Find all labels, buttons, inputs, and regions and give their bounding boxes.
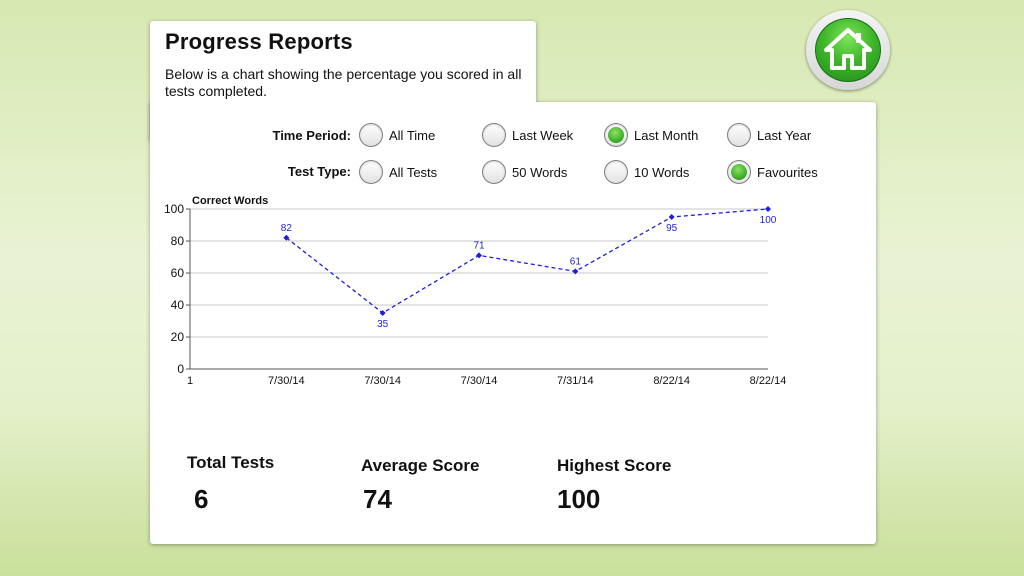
- y-tick-label: 100: [164, 202, 184, 216]
- radio-type-10-words[interactable]: [604, 160, 628, 184]
- x-tick-label: 7/30/14: [268, 375, 305, 387]
- data-label: 95: [666, 223, 678, 234]
- data-label: 100: [760, 215, 777, 226]
- data-point: [476, 252, 482, 259]
- chart-data-labels: 82 35 71 61 95 100: [281, 215, 777, 330]
- type-option-favourites[interactable]: Favourites: [757, 165, 818, 180]
- progress-chart-svg: Correct Words 0 20 40 60 80 100 1 7/30/14 7/30/…: [164, 195, 786, 387]
- radio-time-last-year[interactable]: [727, 123, 751, 147]
- y-tick-label: 60: [171, 266, 185, 280]
- x-tick-label: 8/22/14: [750, 375, 787, 387]
- page-description: Below is a chart showing the percentage …: [165, 66, 522, 99]
- data-point: [572, 268, 579, 275]
- data-point: [668, 214, 675, 220]
- average-score-value: 74: [363, 484, 392, 514]
- type-option-50-words[interactable]: 50 Words: [512, 165, 568, 180]
- y-tick-label: 40: [171, 298, 185, 312]
- y-tick-label: 20: [171, 330, 185, 344]
- data-point: [379, 310, 386, 316]
- progress-chart: Correct Words 0 20 40 60 80 100 1 7/30/14 7/30/…: [160, 190, 800, 390]
- x-tick-label: 7/30/14: [461, 375, 498, 387]
- test-type-label: Test Type:: [287, 164, 351, 179]
- x-tick-label: 1: [187, 375, 193, 387]
- radio-time-last-week[interactable]: [482, 123, 506, 147]
- panel-join: [150, 96, 536, 116]
- page-title: Progress Reports: [165, 29, 353, 54]
- chart-axes: [189, 209, 768, 370]
- chart-x-ticks: 1 7/30/14 7/30/14 7/30/14 7/31/14 8/22/14 8/22…: [187, 375, 786, 387]
- radio-time-all-time[interactable]: [359, 123, 383, 147]
- radio-type-50-words[interactable]: [482, 160, 506, 184]
- type-option-all-tests[interactable]: All Tests: [389, 165, 438, 180]
- x-tick-label: 7/31/14: [557, 375, 594, 387]
- time-option-last-week[interactable]: Last Week: [512, 128, 574, 143]
- data-point: [765, 206, 771, 212]
- chart-y-ticks: 0 20 40 60 80 100: [164, 202, 190, 376]
- time-period-label: Time Period:: [272, 128, 351, 143]
- home-icon: [824, 28, 872, 70]
- time-option-last-month[interactable]: Last Month: [634, 128, 699, 143]
- radio-type-favourites[interactable]: [727, 160, 751, 184]
- chart-y-axis-title: Correct Words: [192, 195, 268, 207]
- data-label: 35: [377, 319, 389, 330]
- data-label: 82: [281, 223, 293, 234]
- chart-series: [283, 206, 771, 316]
- report-panel: [150, 102, 876, 544]
- y-tick-label: 0: [177, 362, 184, 376]
- radio-type-all-tests[interactable]: [359, 160, 383, 184]
- data-point: [283, 234, 290, 241]
- time-option-all-time[interactable]: All Time: [389, 128, 436, 143]
- data-label: 71: [473, 240, 485, 251]
- type-option-10-words[interactable]: 10 Words: [634, 165, 690, 180]
- highest-score-label: Highest Score: [557, 456, 672, 475]
- x-tick-label: 7/30/14: [364, 375, 401, 387]
- time-option-last-year[interactable]: Last Year: [757, 128, 812, 143]
- y-tick-label: 80: [171, 234, 185, 248]
- radio-time-last-month[interactable]: [604, 123, 628, 147]
- average-score-label: Average Score: [361, 456, 480, 475]
- total-tests-value: 6: [194, 484, 209, 514]
- highest-score-value: 100: [557, 484, 601, 514]
- home-button[interactable]: [806, 10, 890, 90]
- total-tests-label: Total Tests: [187, 453, 275, 472]
- data-label: 61: [570, 256, 582, 267]
- series-line: [285, 208, 769, 314]
- chart-grid: [190, 208, 768, 338]
- x-tick-label: 8/22/14: [653, 375, 690, 387]
